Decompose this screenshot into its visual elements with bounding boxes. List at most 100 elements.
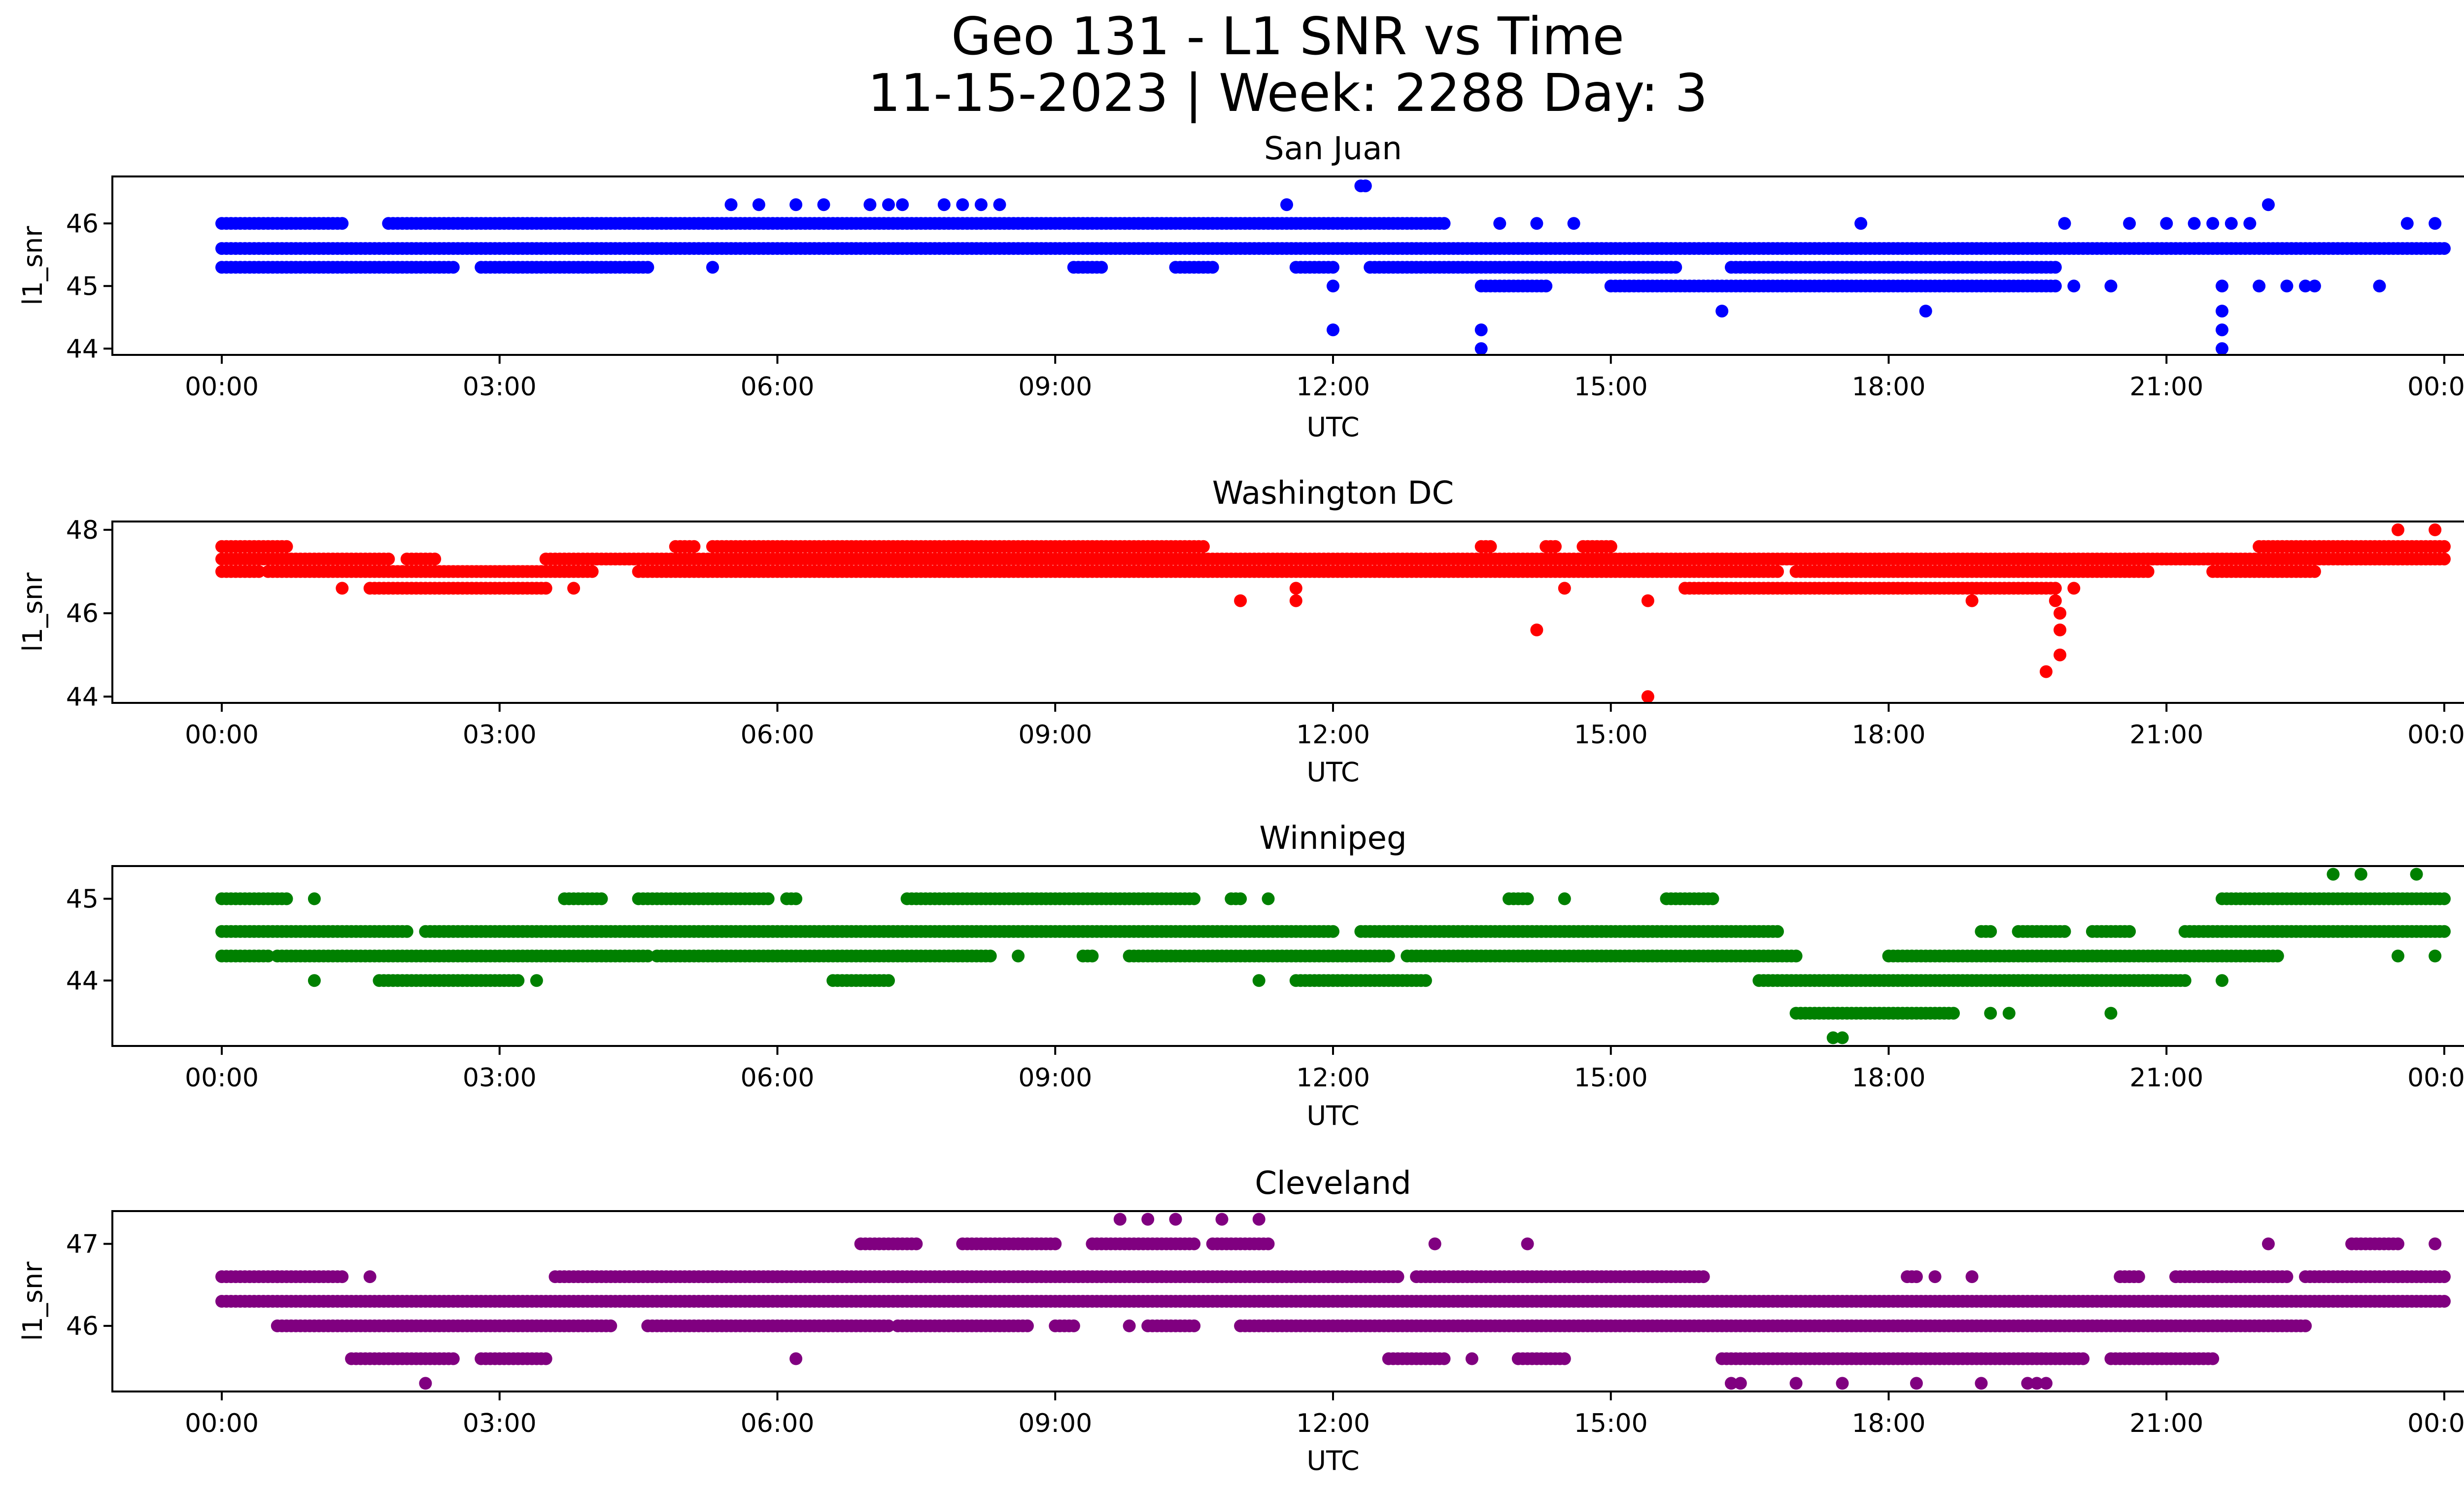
data-point	[2392, 523, 2404, 536]
y-tick-label: 44	[66, 966, 99, 996]
data-point	[910, 1237, 923, 1251]
x-tick-label: 12:00	[1296, 720, 1370, 750]
x-tick-label: 00:00	[185, 1063, 259, 1093]
x-tick-label: 21:00	[2129, 1063, 2203, 1093]
data-point	[382, 553, 395, 566]
x-axis: 00:00 03:00 06:00 09:00 12:00 15:00 18:00 21:00…	[185, 703, 2464, 750]
data-point	[400, 925, 413, 938]
data-point	[2438, 892, 2451, 905]
data-point	[2053, 607, 2067, 620]
data-point	[2216, 323, 2228, 337]
data-point	[539, 1352, 552, 1365]
data-point	[1715, 305, 1729, 318]
data-point	[1234, 594, 1247, 607]
x-tick-label: 12:00	[1296, 372, 1370, 402]
data-point	[2253, 279, 2266, 293]
data-point	[2216, 305, 2228, 318]
data-point	[882, 974, 895, 987]
x-tick-label: 09:00	[1018, 720, 1092, 750]
data-point	[1012, 949, 1025, 963]
x-axis: 00:00 03:00 06:00 09:00 12:00 15:00 18:00 21:00…	[185, 1046, 2464, 1093]
y-tick-label: 44	[66, 334, 99, 364]
y-tick-label: 44	[66, 682, 99, 712]
data-point	[1530, 624, 1543, 636]
data-point	[308, 974, 321, 987]
data-point	[2438, 1270, 2451, 1284]
data-point	[512, 974, 525, 987]
data-point	[993, 198, 1006, 211]
x-tick-label: 15:00	[1574, 372, 1648, 402]
data-point	[428, 553, 442, 566]
y-axis-label: l1_snr	[17, 572, 48, 652]
data-point	[2049, 582, 2062, 595]
data-point	[1188, 1237, 1201, 1251]
data-point	[2400, 217, 2414, 230]
data-point	[761, 892, 775, 905]
data-point	[974, 198, 988, 211]
data-point	[863, 198, 877, 211]
data-point	[1484, 540, 1497, 553]
data-point	[2438, 1295, 2451, 1308]
data-point	[1789, 949, 1803, 963]
data-point	[2429, 217, 2442, 230]
data-point	[2049, 279, 2062, 293]
y-axis-label: l1_snr	[17, 226, 48, 306]
data-point	[2216, 342, 2228, 355]
scatter-points	[215, 1213, 2451, 1390]
data-point	[1604, 540, 1617, 553]
data-point	[2410, 868, 2423, 881]
data-point	[896, 198, 909, 211]
data-point	[1558, 892, 1571, 905]
data-point	[585, 565, 599, 578]
subplot-title: San Juan	[1264, 131, 1402, 167]
data-point	[2123, 925, 2136, 938]
data-point	[1067, 1319, 1080, 1332]
data-point	[2104, 1007, 2118, 1020]
data-point	[2308, 279, 2321, 293]
data-point	[336, 1270, 349, 1284]
data-point	[724, 198, 738, 211]
data-point	[2104, 279, 2118, 293]
data-point	[604, 1319, 617, 1332]
data-point	[1567, 217, 1580, 230]
data-point	[1289, 594, 1302, 607]
subplot-title: Winnipeg	[1259, 820, 1406, 857]
x-tick-label: 09:00	[1018, 372, 1092, 402]
data-point	[1706, 892, 1719, 905]
data-point	[2053, 648, 2067, 661]
data-point	[1419, 974, 1432, 987]
x-tick-label: 15:00	[1574, 1063, 1648, 1093]
data-point	[2206, 217, 2220, 230]
data-point	[956, 198, 969, 211]
x-tick-label: 21:00	[2129, 372, 2203, 402]
x-axis: 00:00 03:00 06:00 09:00 12:00 15:00 18:00 21:00…	[185, 355, 2464, 402]
x-tick-label: 18:00	[1852, 720, 1926, 750]
data-point	[280, 540, 293, 553]
x-tick-label: 03:00	[463, 372, 537, 402]
data-point	[1771, 925, 1784, 938]
y-tick-label: 48	[66, 516, 99, 545]
data-point	[1540, 279, 1553, 293]
data-point	[1188, 892, 1201, 905]
data-point	[1771, 565, 1784, 578]
data-point	[1641, 690, 1654, 703]
data-point	[1910, 1270, 1923, 1284]
x-tick-label: 12:00	[1296, 1063, 1370, 1093]
data-point	[1965, 594, 1979, 607]
data-point	[2160, 217, 2173, 230]
data-point	[1262, 1237, 1275, 1251]
x-axis-label: UTC	[1306, 412, 1359, 443]
data-point	[2429, 523, 2442, 536]
data-point	[2438, 553, 2451, 566]
figure-title-line2: 11-15-2023 | Week: 2288 Day: 3	[868, 63, 1708, 124]
x-tick-label: 15:00	[1574, 720, 1648, 750]
data-point	[2280, 1270, 2293, 1284]
x-tick-label: 00:00	[2407, 372, 2464, 402]
data-point	[2280, 279, 2293, 293]
data-point	[2067, 279, 2081, 293]
scatter-points	[215, 523, 2451, 703]
